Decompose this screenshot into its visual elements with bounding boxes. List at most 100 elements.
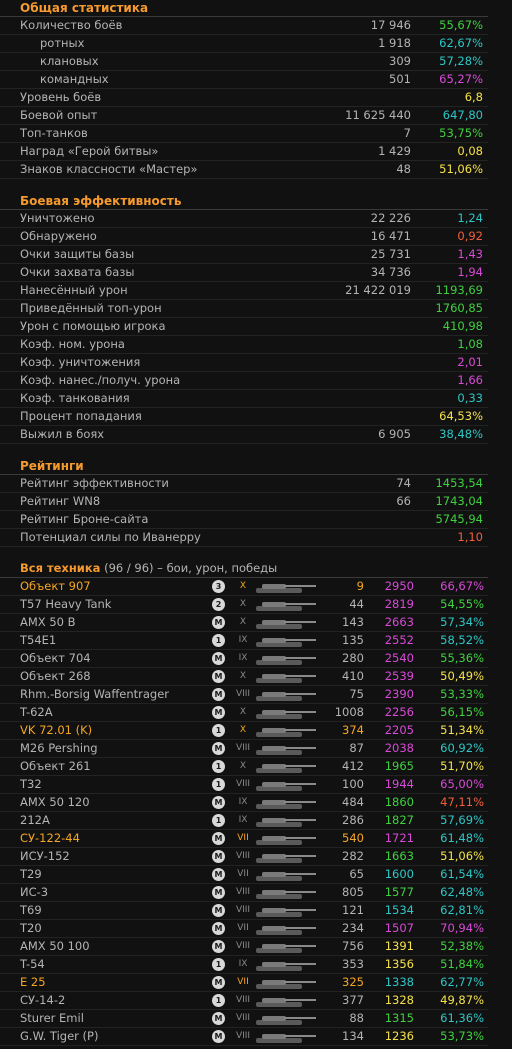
vehicle-tier: X — [239, 599, 247, 609]
general-row: Знаков классности «Мастер» 48 51,06% — [0, 161, 488, 179]
vehicle-rows: Объект 907 3 X 9 2950 66,67% T57 Heavy Tank 2 X 4… — [0, 578, 512, 1046]
mastery-badge-icon: 1 — [212, 994, 225, 1007]
mastery-badge-icon: M — [212, 670, 225, 683]
tank-icon — [252, 1012, 322, 1026]
vehicle-name: T69 — [20, 903, 42, 917]
mastery-badge-icon: M — [212, 850, 225, 863]
vehicle-damage: 1860 — [384, 795, 414, 809]
vehicle-battles: 9 — [356, 579, 364, 593]
efficiency-row: Уничтожено 22 226 1,24 — [0, 210, 488, 228]
vehicle-battles: 280 — [342, 651, 364, 665]
ratings-row: Рейтинг эффективности 74 1453,54 — [0, 475, 488, 493]
vehicle-tier: VII — [237, 923, 249, 933]
vehicle-tier: VIII — [235, 941, 251, 951]
efficiency-metric: 38,48% — [439, 427, 483, 441]
efficiency-label: Очки защиты базы — [20, 247, 135, 261]
vehicle-damage: 1600 — [384, 867, 414, 881]
mastery-badge-icon: M — [212, 1012, 225, 1025]
vehicle-winrate: 47,11% — [440, 795, 484, 809]
general-label: Количество боёв — [20, 18, 123, 32]
vehicle-battles: 234 — [342, 921, 364, 935]
vehicle-name: Объект 907 — [20, 579, 91, 593]
mastery-badge-icon: M — [212, 976, 225, 989]
vehicle-battles: 65 — [349, 867, 364, 881]
general-value: 17 946 — [370, 18, 411, 32]
vehicle-tier: IX — [238, 959, 248, 969]
general-value: 48 — [396, 162, 411, 176]
vehicle-name: T54E1 — [20, 633, 57, 647]
vehicle-winrate: 51,06% — [440, 849, 484, 863]
mastery-badge-icon: 3 — [212, 580, 225, 593]
vehicles-count: (96 / 96) — [104, 561, 154, 575]
vehicle-name: M26 Pershing — [20, 741, 98, 755]
efficiency-label: Нанесённый урон — [20, 283, 128, 297]
vehicle-tier: X — [239, 617, 247, 627]
vehicle-name: T57 Heavy Tank — [20, 597, 112, 611]
vehicle-winrate: 56,15% — [440, 705, 484, 719]
vehicle-tier: X — [239, 707, 247, 717]
general-label: ротных — [40, 36, 85, 50]
efficiency-label: Процент попадания — [20, 409, 142, 423]
vehicle-name: T32 — [20, 777, 42, 791]
vehicle-damage: 2663 — [384, 615, 414, 629]
ratings-section: Рейтинги Рейтинг эффективности 74 1453,54 Р… — [0, 458, 512, 547]
efficiency-row: Урон с помощью игрока 410,98 — [0, 318, 488, 336]
vehicle-winrate: 61,54% — [440, 867, 484, 881]
vehicle-name: Rhm.-Borsig Waffentrager — [20, 687, 170, 701]
vehicle-row: G.W. Tiger (P) M VIII 134 1236 53,73% — [0, 1028, 488, 1046]
vehicle-name: Объект 261 — [20, 759, 91, 773]
mastery-badge-icon: M — [212, 1030, 225, 1043]
vehicle-damage: 1356 — [384, 957, 414, 971]
vehicle-damage: 2038 — [384, 741, 414, 755]
ratings-row: Рейтинг WN8 66 1743,04 — [0, 493, 488, 511]
mastery-badge-icon: 1 — [212, 958, 225, 971]
general-row: клановых 309 57,28% — [0, 53, 488, 71]
vehicle-tier: VIII — [235, 851, 251, 861]
vehicle-row: T32 1 VIII 100 1944 65,00% — [0, 776, 488, 794]
general-metric: 0,08 — [457, 144, 483, 158]
general-label: Уровень боёв — [20, 90, 102, 104]
vehicle-tier: IX — [238, 635, 248, 645]
vehicle-winrate: 50,49% — [440, 669, 484, 683]
tank-icon — [252, 904, 322, 918]
vehicle-damage: 2205 — [384, 723, 414, 737]
tank-icon — [252, 652, 322, 666]
vehicle-battles: 134 — [342, 1029, 364, 1043]
general-metric: 53,75% — [439, 126, 483, 140]
vehicle-winrate: 58,52% — [440, 633, 484, 647]
vehicle-winrate: 51,70% — [440, 759, 484, 773]
tank-icon — [252, 760, 322, 774]
mastery-badge-icon: 1 — [212, 634, 225, 647]
vehicle-row: E 25 M VII 325 1338 62,77% — [0, 974, 488, 992]
mastery-badge-icon: 2 — [212, 598, 225, 611]
efficiency-label: Выжил в боях — [20, 427, 105, 441]
mastery-badge-icon: M — [212, 616, 225, 629]
vehicle-winrate: 57,69% — [440, 813, 484, 827]
vehicle-winrate: 66,67% — [440, 579, 484, 593]
mastery-badge-icon: M — [212, 904, 225, 917]
vehicle-row: Sturer Emil M VIII 88 1315 61,36% — [0, 1010, 488, 1028]
vehicle-battles: 88 — [349, 1011, 364, 1025]
efficiency-label: Коэф. нанес./получ. урона — [20, 373, 181, 387]
general-metric: 55,67% — [439, 18, 483, 32]
general-value: 1 918 — [378, 36, 411, 50]
efficiency-label: Уничтожено — [20, 211, 95, 225]
vehicle-row: T57 Heavy Tank 2 X 44 2819 54,55% — [0, 596, 488, 614]
vehicle-row: ИСУ-152 M VIII 282 1663 51,06% — [0, 848, 488, 866]
general-row: Топ-танков 7 53,75% — [0, 125, 488, 143]
vehicle-name: AMX 50 120 — [20, 795, 90, 809]
efficiency-value: 16 471 — [370, 229, 411, 243]
vehicle-damage: 1827 — [384, 813, 414, 827]
tank-icon — [252, 994, 322, 1008]
vehicles-section: Вся техника (96 / 96) – бои, урон, побед… — [0, 560, 512, 1046]
efficiency-row: Приведённый топ-урон 1760,85 — [0, 300, 488, 318]
efficiency-metric: 410,98 — [442, 319, 483, 333]
vehicles-header: Вся техника (96 / 96) – бои, урон, побед… — [0, 560, 488, 578]
general-label: Наград «Герой битвы» — [20, 144, 159, 158]
general-metric: 65,27% — [439, 72, 483, 86]
vehicle-name: T-62A — [20, 705, 53, 719]
general-value: 1 429 — [378, 144, 411, 158]
vehicle-row: AMX 50 120 M IX 484 1860 47,11% — [0, 794, 488, 812]
vehicle-row: СУ-14-2 1 VIII 377 1328 49,87% — [0, 992, 488, 1010]
vehicle-name: T-54 — [20, 957, 45, 971]
